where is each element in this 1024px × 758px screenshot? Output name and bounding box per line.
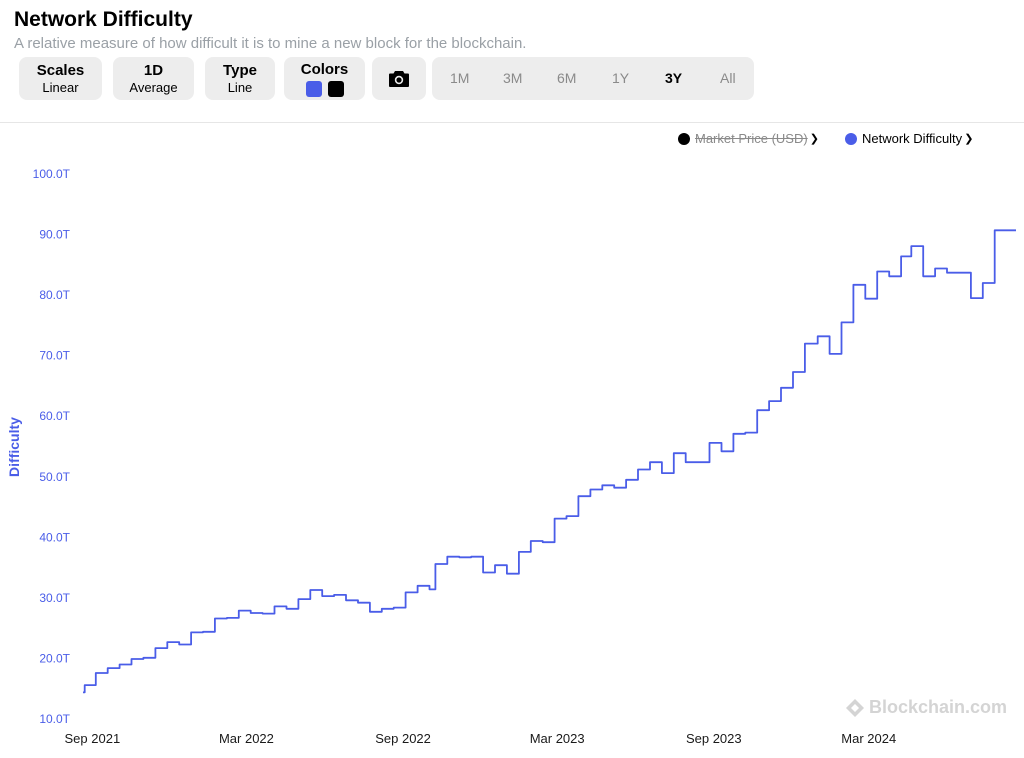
legend-label-network-difficulty: Network Difficulty [862, 131, 963, 146]
y-tick-label: 40.0T [39, 530, 70, 544]
legend-market-price[interactable]: Market Price (USD) ❯ [678, 131, 819, 146]
watermark-text: Blockchain.com [869, 697, 1008, 717]
camera-icon [389, 70, 409, 87]
header-divider [0, 122, 1024, 123]
range-1y[interactable]: 1Y [612, 70, 630, 86]
x-tick-label: Mar 2022 [219, 731, 274, 746]
type-value: Line [227, 80, 253, 95]
color-swatch-difficulty[interactable] [305, 80, 322, 97]
legend-label-market-price: Market Price (USD) [695, 131, 808, 146]
scales-value: Linear [42, 80, 79, 95]
legend-network-difficulty[interactable]: Network Difficulty ❯ [845, 131, 973, 146]
interval-value: Average [129, 80, 178, 95]
x-tick-label: Sep 2022 [375, 731, 431, 746]
screenshot-button[interactable] [372, 57, 426, 100]
blockchain-watermark: Blockchain.com [845, 697, 1007, 718]
range-1m[interactable]: 1M [450, 70, 470, 86]
chart-series [83, 229, 1016, 694]
y-tick-label: 10.0T [39, 712, 70, 726]
blockchain-logo-icon [846, 698, 864, 717]
y-axis-label: Difficulty [6, 417, 22, 477]
interval-button[interactable]: 1D Average [113, 57, 194, 100]
scales-label: Scales [36, 62, 85, 79]
y-axis-ticks: 10.0T 20.0T 30.0T 40.0T 50.0T 60.0T 70.0T 80.0T… [33, 167, 71, 726]
page-title: Network Difficulty [14, 8, 193, 31]
x-tick-label: Mar 2024 [841, 731, 896, 746]
chevron-down-icon[interactable]: ❯ [809, 133, 819, 145]
y-tick-label: 100.0T [33, 167, 71, 181]
type-button[interactable]: Type Line [205, 57, 275, 100]
x-tick-label: Mar 2023 [530, 731, 585, 746]
y-tick-label: 30.0T [39, 591, 70, 605]
colors-button[interactable]: Colors [284, 57, 365, 100]
range-6m[interactable]: 6M [557, 70, 577, 86]
range-all[interactable]: All [720, 70, 736, 86]
chevron-down-icon[interactable]: ❯ [964, 133, 974, 145]
y-tick-label: 60.0T [39, 409, 70, 423]
y-tick-label: 20.0T [39, 651, 70, 665]
x-tick-label: Sep 2023 [686, 731, 742, 746]
colors-label: Colors [300, 60, 349, 78]
x-tick-label: Sep 2021 [65, 731, 121, 746]
x-axis-ticks: Sep 2021 Mar 2022 Sep 2022 Mar 2023 Sep 2023… [65, 731, 897, 746]
range-3y[interactable]: 3Y [665, 70, 683, 86]
y-tick-label: 70.0T [39, 349, 70, 363]
color-swatch-market-price[interactable] [327, 80, 344, 97]
y-tick-label: 80.0T [39, 288, 70, 302]
y-tick-label: 50.0T [39, 470, 70, 484]
network-difficulty-line[interactable] [83, 229, 1016, 694]
time-range-selector: 1M 3M 6M 1Y 3Y All [432, 57, 754, 100]
type-label: Type [223, 62, 257, 79]
legend-dot-network-difficulty [845, 132, 857, 145]
scales-button[interactable]: Scales Linear [19, 57, 102, 100]
interval-label: 1D [143, 62, 164, 79]
range-3m[interactable]: 3M [503, 70, 523, 86]
page-subtitle: A relative measure of how difficult it i… [14, 35, 527, 52]
y-tick-label: 90.0T [39, 228, 70, 242]
legend-dot-market-price [678, 132, 690, 145]
